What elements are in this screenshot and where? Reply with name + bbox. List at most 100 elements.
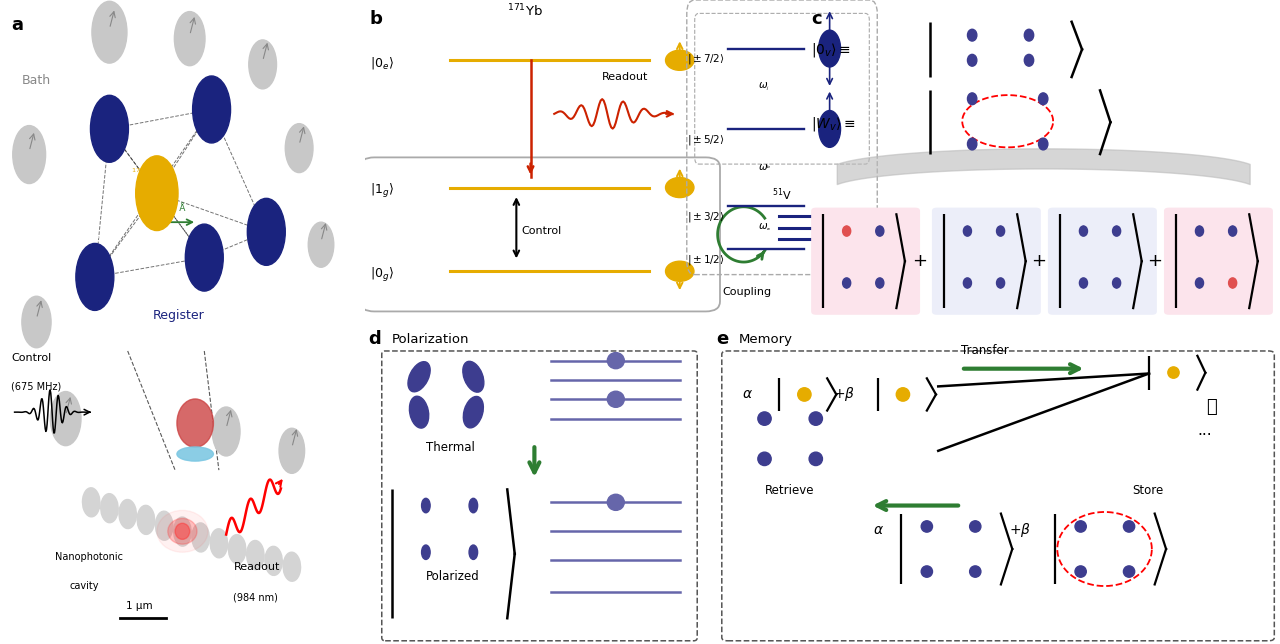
Text: $\alpha$: $\alpha$ bbox=[873, 523, 883, 536]
Ellipse shape bbox=[175, 523, 189, 540]
Ellipse shape bbox=[922, 521, 933, 532]
Ellipse shape bbox=[228, 535, 246, 564]
Text: $^{171}$Yb: $^{171}$Yb bbox=[132, 167, 159, 179]
Text: Coupling: Coupling bbox=[722, 287, 772, 297]
Ellipse shape bbox=[210, 529, 228, 558]
Text: d: d bbox=[369, 330, 381, 348]
Ellipse shape bbox=[410, 396, 429, 428]
Circle shape bbox=[607, 391, 625, 408]
Circle shape bbox=[666, 178, 694, 198]
Text: $^{171}$Yb: $^{171}$Yb bbox=[507, 3, 543, 20]
Text: +: + bbox=[1147, 252, 1162, 270]
Text: Polarized: Polarized bbox=[426, 569, 480, 583]
Text: $\omega_ⱼ$: $\omega_ⱼ$ bbox=[758, 80, 771, 93]
Text: cavity: cavity bbox=[69, 582, 99, 591]
Ellipse shape bbox=[964, 226, 972, 236]
Text: $|\pm7/2\rangle$: $|\pm7/2\rangle$ bbox=[687, 52, 724, 66]
Circle shape bbox=[607, 495, 625, 510]
Ellipse shape bbox=[876, 278, 884, 288]
Ellipse shape bbox=[1229, 278, 1236, 288]
Circle shape bbox=[76, 243, 114, 310]
Text: $\omega_ₐ$: $\omega_ₐ$ bbox=[758, 222, 772, 233]
Circle shape bbox=[192, 76, 230, 143]
Ellipse shape bbox=[842, 226, 851, 236]
Ellipse shape bbox=[157, 510, 207, 553]
Text: ...: ... bbox=[1197, 422, 1212, 438]
Text: Memory: Memory bbox=[739, 333, 792, 346]
Circle shape bbox=[136, 156, 178, 231]
Circle shape bbox=[13, 126, 46, 184]
Ellipse shape bbox=[463, 361, 484, 392]
Ellipse shape bbox=[842, 278, 851, 288]
Ellipse shape bbox=[421, 498, 430, 513]
Text: Register: Register bbox=[154, 308, 205, 322]
Circle shape bbox=[248, 40, 276, 89]
Ellipse shape bbox=[82, 488, 100, 517]
Text: $|0_v\rangle \equiv$: $|0_v\rangle \equiv$ bbox=[812, 41, 851, 59]
Circle shape bbox=[247, 198, 285, 265]
Ellipse shape bbox=[876, 226, 884, 236]
Ellipse shape bbox=[896, 388, 910, 401]
Ellipse shape bbox=[1038, 93, 1048, 105]
FancyBboxPatch shape bbox=[1048, 207, 1157, 315]
Ellipse shape bbox=[758, 452, 771, 466]
Ellipse shape bbox=[1079, 226, 1088, 236]
Text: $|\pm1/2\rangle$: $|\pm1/2\rangle$ bbox=[687, 253, 724, 267]
Text: $|0_g\rangle$: $|0_g\rangle$ bbox=[370, 266, 393, 284]
Circle shape bbox=[666, 50, 694, 70]
Ellipse shape bbox=[1075, 566, 1087, 577]
Circle shape bbox=[186, 224, 223, 291]
Ellipse shape bbox=[1038, 138, 1048, 150]
Ellipse shape bbox=[997, 226, 1005, 236]
Ellipse shape bbox=[168, 518, 197, 544]
Text: (675 MHz): (675 MHz) bbox=[12, 382, 61, 392]
Circle shape bbox=[22, 296, 51, 348]
Ellipse shape bbox=[970, 521, 980, 532]
Text: Thermal: Thermal bbox=[426, 440, 475, 454]
Ellipse shape bbox=[1196, 226, 1203, 236]
Text: c: c bbox=[812, 10, 822, 28]
Ellipse shape bbox=[1024, 29, 1034, 41]
Ellipse shape bbox=[247, 540, 264, 569]
Ellipse shape bbox=[283, 552, 301, 582]
Text: Nanophotonic: Nanophotonic bbox=[55, 553, 123, 562]
Ellipse shape bbox=[119, 500, 137, 529]
Text: +: + bbox=[1030, 252, 1046, 270]
Text: (984 nm): (984 nm) bbox=[233, 592, 278, 602]
Text: $|\pm3/2\rangle$: $|\pm3/2\rangle$ bbox=[687, 210, 724, 224]
Ellipse shape bbox=[1124, 521, 1134, 532]
Ellipse shape bbox=[968, 54, 977, 66]
Text: b: b bbox=[370, 10, 383, 28]
Ellipse shape bbox=[1112, 226, 1121, 236]
Ellipse shape bbox=[265, 546, 283, 575]
Ellipse shape bbox=[463, 397, 484, 428]
Text: $+\beta$: $+\beta$ bbox=[1010, 521, 1032, 538]
FancyBboxPatch shape bbox=[932, 207, 1041, 315]
Text: Transfer: Transfer bbox=[961, 344, 1009, 357]
Ellipse shape bbox=[997, 278, 1005, 288]
Ellipse shape bbox=[968, 93, 977, 105]
Text: $|1_g\rangle$: $|1_g\rangle$ bbox=[370, 182, 393, 200]
Ellipse shape bbox=[101, 494, 118, 523]
FancyBboxPatch shape bbox=[1164, 207, 1272, 315]
Ellipse shape bbox=[797, 388, 812, 401]
Ellipse shape bbox=[137, 506, 155, 535]
Circle shape bbox=[607, 353, 625, 369]
Text: $\omega_ᵇ$: $\omega_ᵇ$ bbox=[758, 161, 772, 171]
Text: $|W_v\rangle \equiv$: $|W_v\rangle \equiv$ bbox=[812, 115, 856, 133]
Ellipse shape bbox=[421, 545, 430, 560]
Circle shape bbox=[212, 407, 241, 456]
Text: Retrieve: Retrieve bbox=[764, 484, 814, 497]
Circle shape bbox=[92, 1, 127, 63]
Circle shape bbox=[819, 111, 841, 147]
Text: ⏳: ⏳ bbox=[1206, 398, 1217, 416]
Text: Readout: Readout bbox=[233, 562, 280, 572]
Ellipse shape bbox=[174, 517, 191, 546]
Text: Control: Control bbox=[12, 353, 51, 363]
Text: Store: Store bbox=[1132, 484, 1164, 497]
Ellipse shape bbox=[408, 362, 430, 392]
Circle shape bbox=[666, 261, 694, 281]
Text: Readout: Readout bbox=[602, 72, 648, 82]
Text: $+\beta$: $+\beta$ bbox=[833, 386, 855, 403]
Text: 3.9 Å: 3.9 Å bbox=[163, 204, 186, 213]
